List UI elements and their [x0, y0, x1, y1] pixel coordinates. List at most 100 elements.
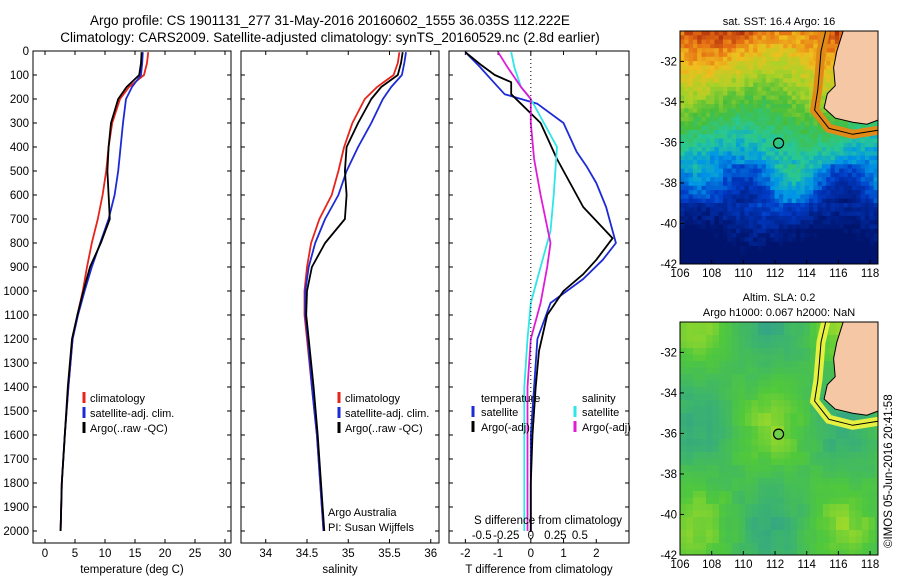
x-tick-label: 10: [99, 548, 112, 560]
salinity-panel: 34 34.5 35 35.5 36 salinity climatology satelli…: [240, 50, 440, 576]
map-title: Altim. SLA: 0.2: [743, 292, 816, 304]
y-tick-label: 1400: [3, 382, 29, 394]
top-axis-label: S difference from climatology: [474, 515, 622, 527]
x-tick-label: 2: [593, 548, 599, 560]
x-tick-label: 106: [670, 559, 689, 571]
panel-sla-frame: [679, 321, 879, 556]
x-tick-label: 108: [702, 559, 721, 571]
isobath-line: [814, 322, 878, 426]
x-tick-label: 5: [72, 548, 78, 560]
x-tick-label: 112: [766, 559, 784, 571]
x-tick-label: 36: [424, 548, 437, 560]
y-tick-label: 1100: [4, 310, 29, 322]
y-tick-label: -34: [660, 388, 677, 400]
panel-sst-frame: [679, 30, 879, 265]
y-tick-label: -36: [660, 137, 677, 149]
map-title: sat. SST: 16.4 Argo: 16: [723, 16, 836, 28]
series-line-argo: [464, 51, 614, 531]
x-axis-label: temperature (deg C): [80, 564, 184, 576]
y-tick-label: 400: [10, 142, 29, 154]
y-tick-label: 800: [10, 238, 29, 250]
legend-label: climatology: [345, 393, 401, 405]
panel-salinity-frame: [240, 50, 440, 544]
legend-label: Argo(-adj): [582, 422, 631, 434]
y-tick-label: 500: [10, 166, 29, 178]
y-tick-label: 2000: [3, 526, 29, 538]
x-tick-label: 35.5: [378, 548, 400, 560]
x-tick-label: 106: [670, 268, 689, 280]
y-tick-label: 1700: [3, 454, 29, 466]
legend-label: Argo(-adj): [481, 422, 530, 434]
x-tick-label: 112: [766, 268, 784, 280]
series-line-argo: [59, 52, 143, 532]
x-tick-label: 35: [342, 548, 355, 560]
legend-label: Argo(..raw -QC): [90, 423, 168, 435]
y-tick-label: -40: [660, 509, 677, 521]
y-tick-label: 700: [10, 214, 29, 226]
legend-label: Argo(..raw -QC): [345, 423, 423, 435]
y-tick-label: -38: [660, 469, 677, 481]
x-tick-label: -1: [493, 548, 503, 560]
series-line-argo_salinity: [497, 51, 552, 531]
x-tick-label: 15: [129, 548, 142, 560]
y-tick-label: 1200: [3, 334, 29, 346]
y-tick-label: -34: [660, 97, 677, 109]
x-axis-label: T difference from climatology: [465, 564, 612, 576]
y-tick-label: 1300: [3, 358, 29, 370]
title-line-2: Climatology: CARS2009. Satellite-adjuste…: [60, 30, 600, 45]
legend-label: satellite: [582, 407, 619, 419]
y-tick-label: 600: [10, 190, 29, 202]
x-tick-label: 114: [798, 559, 817, 571]
x-tick-label: 118: [861, 559, 879, 571]
legend-label: satellite-adj. clim.: [90, 408, 174, 420]
series-line-satellite: [464, 51, 617, 531]
x-tick-label: 110: [734, 559, 752, 571]
title-line-1: Argo profile: CS 1901131_277 31-May-2016…: [90, 13, 570, 28]
y-tick-label: -36: [660, 428, 677, 440]
panel-temperature-frame: [32, 50, 232, 544]
y-tick-label: -32: [660, 56, 677, 68]
x-tick-label: 34: [259, 548, 272, 560]
annotation-text: Argo Australia: [328, 507, 397, 519]
argo-float-marker: [772, 428, 785, 440]
y-tick-label: -38: [660, 178, 677, 190]
y-tick-label: 1800: [3, 478, 29, 490]
series-line-argo: [305, 52, 404, 532]
y-tick-label: 0: [23, 46, 29, 58]
y-tick-label: -42: [660, 550, 677, 562]
y-tick-label: 900: [10, 262, 29, 274]
legend-title: temperature: [481, 393, 540, 405]
top-tick-label: 0: [528, 530, 534, 542]
x-tick-label: 20: [159, 548, 172, 560]
legend-label: climatology: [90, 393, 146, 405]
legend-label: satellite: [481, 407, 518, 419]
y-tick-label: 1500: [3, 406, 29, 418]
x-tick-label: 114: [798, 268, 817, 280]
temperature-panel: 0100200300400500600700800900100011001200…: [3, 46, 232, 576]
top-tick-label: 0.25: [544, 530, 566, 542]
x-axis-label: salinity: [322, 564, 357, 576]
top-tick-label: 0.5: [572, 530, 588, 542]
x-tick-label: 30: [219, 548, 232, 560]
y-tick-label: -40: [660, 218, 677, 230]
y-tick-label: 100: [10, 70, 29, 82]
sla-field: [680, 322, 878, 555]
y-tick-label: -42: [660, 259, 677, 271]
y-tick-label: -32: [660, 347, 677, 359]
panel-difference-frame: [448, 50, 630, 544]
y-tick-label: 1000: [3, 286, 29, 298]
legend-label: satellite-adj. clim.: [345, 408, 429, 420]
x-tick-label: 116: [829, 559, 847, 571]
x-tick-label: 25: [189, 548, 202, 560]
y-tick-label: 1600: [3, 430, 29, 442]
argo-float-marker: [772, 137, 785, 149]
x-tick-label: -2: [460, 548, 470, 560]
x-tick-label: 110: [734, 268, 752, 280]
sst-map-panel: 106 108 110 112 114 116 118 -32 -34 -36 -38 -40 -42 s…: [660, 16, 879, 280]
y-tick-label: 200: [10, 94, 29, 106]
difference-panel: -2 -1 0 1 2 T difference from climatology temp…: [448, 50, 631, 576]
top-tick-label: -0.25: [493, 530, 519, 542]
y-tick-label: 1900: [3, 502, 29, 514]
x-tick-label: 0: [528, 548, 534, 560]
